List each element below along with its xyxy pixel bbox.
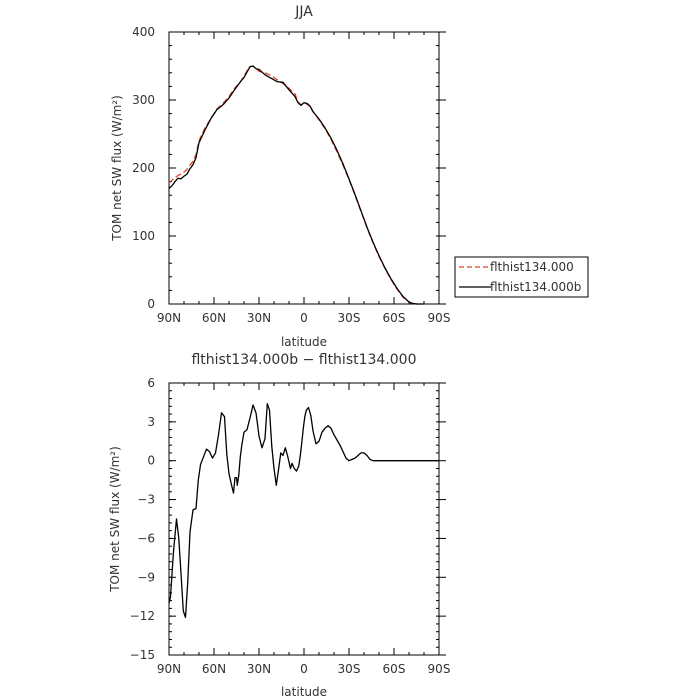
bottom-chart-title: flthist134.000b − flthist134.000 <box>191 352 416 368</box>
bottom-y-tick-label: −6 <box>137 531 155 545</box>
legend-label-flthist134-000b: flthist134.000b <box>490 280 581 294</box>
bottom-y-axis-label: TOM net SW flux (W/m²) <box>108 446 122 593</box>
bottom-y-tick-label: 3 <box>147 415 155 429</box>
top-series-line-2 <box>168 65 424 305</box>
top-y-tick-label: 0 <box>147 297 155 311</box>
bottom-series-line-1 <box>168 403 439 619</box>
top-x-tick-label: 0 <box>300 311 308 325</box>
top-x-tick-label: 90N <box>157 311 181 325</box>
top-y-tick-label: 100 <box>132 229 155 243</box>
top-x-tick-label: 60S <box>383 311 406 325</box>
bottom-x-tick-label: 30S <box>338 662 361 676</box>
bottom-x-tick-label: 90S <box>428 662 451 676</box>
bottom-panel: flthist134.000b − flthist134.000 latitud… <box>108 352 450 699</box>
top-y-tick-label: 200 <box>132 161 155 175</box>
bottom-y-tick-label: −15 <box>130 648 155 662</box>
bottom-x-tick-label: 60S <box>383 662 406 676</box>
top-y-axis-label: TOM net SW flux (W/m²) <box>110 95 124 242</box>
bottom-y-tick-label: −12 <box>130 609 155 623</box>
top-chart-title: JJA <box>294 4 313 20</box>
legend: flthist134.000 flthist134.000b <box>454 256 589 298</box>
bottom-x-tick-label: 0 <box>300 662 308 676</box>
legend-label-flthist134-000: flthist134.000 <box>490 260 574 274</box>
top-x-axis-label: latitude <box>281 335 327 349</box>
top-panel: JJA latitude TOM net SW flux (W/m²) 90N 6… <box>110 4 450 349</box>
legend-box <box>454 256 589 298</box>
bottom-x-tick-label: 60N <box>202 662 226 676</box>
top-y-tick-label: 400 <box>132 25 155 39</box>
bottom-y-tick-label: −3 <box>137 493 155 507</box>
bottom-x-axis-label: latitude <box>281 685 327 699</box>
top-x-tick-label: 30S <box>338 311 361 325</box>
top-plot-frame <box>168 31 440 305</box>
top-x-tick-label: 60N <box>202 311 226 325</box>
bottom-y-tick-label: 0 <box>147 454 155 468</box>
bottom-x-tick-label: 30N <box>247 662 271 676</box>
bottom-y-tick-label: 6 <box>147 376 155 390</box>
top-y-tick-label: 300 <box>132 93 155 107</box>
bottom-y-tick-label: −9 <box>137 570 155 584</box>
top-x-tick-label: 30N <box>247 311 271 325</box>
top-x-tick-label: 90S <box>428 311 451 325</box>
bottom-x-tick-label: 90N <box>157 662 181 676</box>
